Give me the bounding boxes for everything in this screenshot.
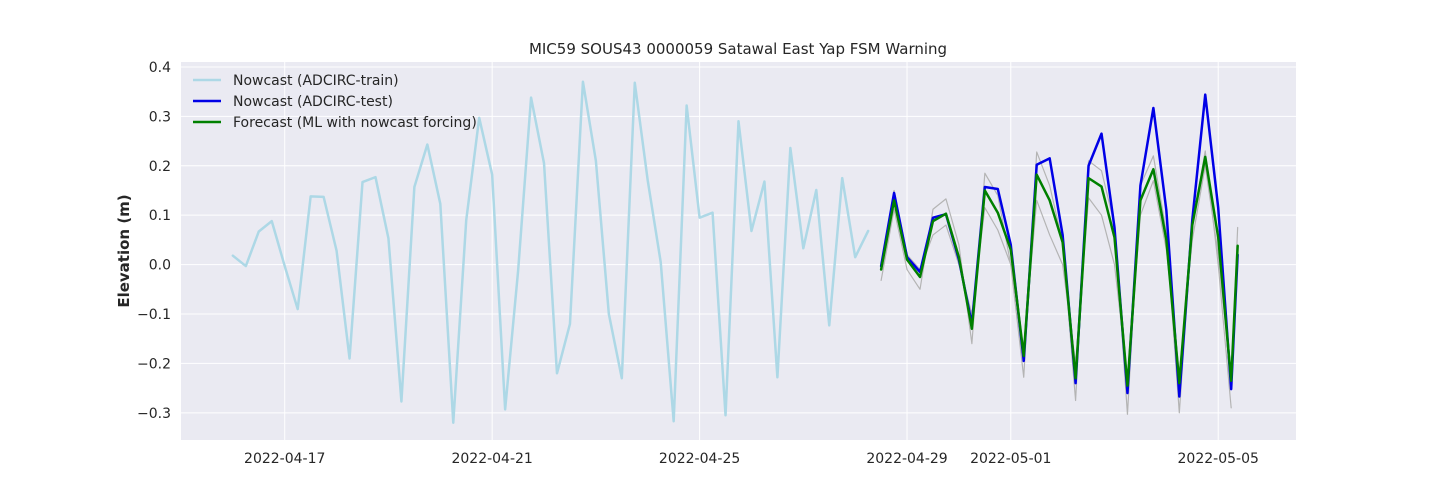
y-axis-tick-labels: −0.3 −0.2 −0.1 0.0 0.1 0.2 0.3 0.4 <box>137 60 171 422</box>
y-axis-label: Elevation (m) <box>115 194 133 307</box>
legend: Nowcast (ADCIRC-train) Nowcast (ADCIRC-te… <box>193 73 477 131</box>
x-tick-label: 2022-04-25 <box>659 451 740 467</box>
y-tick-label: −0.2 <box>137 356 171 372</box>
y-tick-label: 0.4 <box>149 60 171 76</box>
x-tick-label: 2022-05-01 <box>970 451 1051 467</box>
legend-label: Forecast (ML with nowcast forcing) <box>233 115 477 131</box>
legend-label: Nowcast (ADCIRC-train) <box>233 73 399 89</box>
y-tick-label: 0.0 <box>149 258 171 274</box>
series-lines <box>231 80 1239 424</box>
y-tick-label: −0.3 <box>137 406 171 422</box>
y-tick-label: 0.3 <box>149 109 171 125</box>
y-gridlines <box>181 66 1296 414</box>
x-tick-label: 2022-04-21 <box>451 451 532 467</box>
x-tick-label: 2022-05-05 <box>1178 451 1259 467</box>
y-tick-label: 0.1 <box>149 208 171 224</box>
x-axis-tick-labels: 2022-04-17 2022-04-21 2022-04-25 2022-04-29… <box>244 451 1259 467</box>
y-tick-label: −0.1 <box>137 307 171 323</box>
series-line-forecast-ml-with-nowcast-forcing <box>879 155 1239 387</box>
y-tick-label: 0.2 <box>149 159 171 175</box>
x-tick-label: 2022-04-17 <box>244 451 325 467</box>
chart-title: MIC59 SOUS43 0000059 Satawal East Yap FS… <box>529 40 947 58</box>
legend-label: Nowcast (ADCIRC-test) <box>233 94 393 110</box>
x-tick-label: 2022-04-29 <box>866 451 947 467</box>
series-line-nowcast-adcirc-train <box>231 80 870 424</box>
